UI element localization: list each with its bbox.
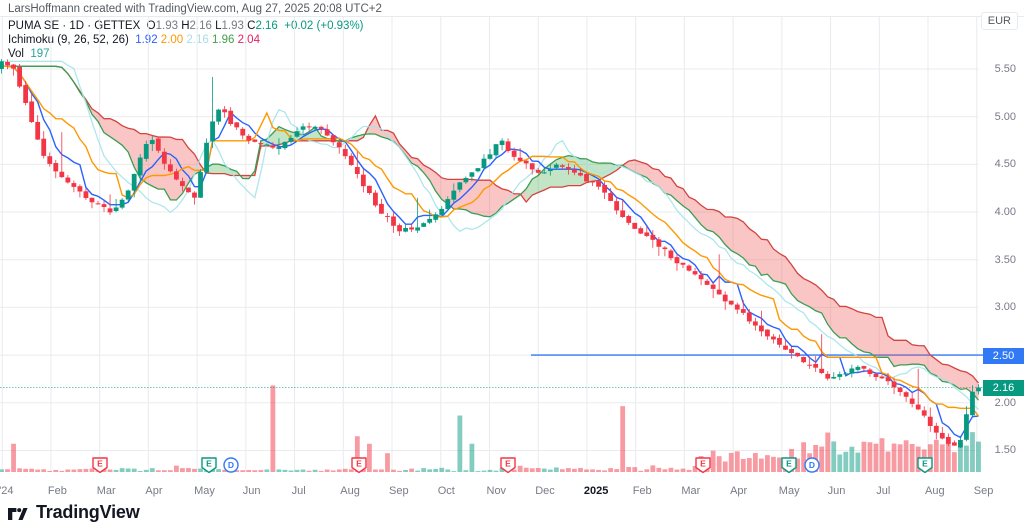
svg-text:E: E (922, 459, 928, 469)
svg-text:E: E (97, 459, 103, 469)
svg-text:D: D (809, 460, 815, 470)
svg-text:E: E (700, 459, 706, 469)
svg-text:E: E (786, 459, 792, 469)
svg-text:E: E (206, 459, 212, 469)
svg-text:E: E (356, 459, 362, 469)
svg-text:D: D (228, 460, 234, 470)
svg-text:E: E (505, 459, 511, 469)
